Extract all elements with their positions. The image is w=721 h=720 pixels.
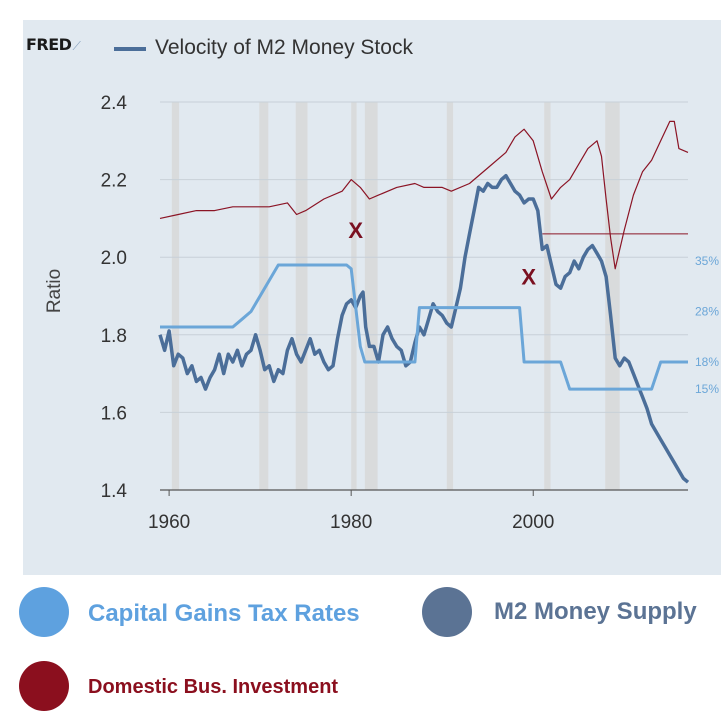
chart-title: Velocity of M2 Money Stock [155,36,413,59]
y-tick-label: 1.6 [101,403,127,424]
recession-bands [171,102,620,490]
title-legend-swatch [114,47,146,51]
legend-label-investment: Domestic Bus. Investment [88,676,339,698]
annotation-x-mark: X [348,218,363,243]
legend-dot-m2 [422,587,472,637]
series-line-m2-money-supply [158,173,690,484]
recession-shade-7 [605,102,620,490]
tax-rate-label: 28% [695,305,719,319]
series-line-domestic-bus-investment [159,120,689,270]
legend-dot-capital-gains [19,587,69,637]
recession-shade-4 [364,102,378,490]
tax-rate-label: 18% [695,355,719,369]
y-tick-label: 1.4 [101,481,128,502]
recession-shade-5 [446,102,454,490]
recession-shade-0 [171,102,180,490]
legend-label-capital-gains: Capital Gains Tax Rates [88,600,360,627]
tax-rate-label: 35% [695,254,719,268]
fred-logo: FRED⟋ [26,35,81,54]
x-tick-label: 1960 [148,512,190,533]
legend-label-m2: M2 Money Supply [494,598,697,625]
y-tick-label: 2.2 [101,171,127,192]
y-tick-label: 2.4 [101,93,128,114]
tax-rate-label: 15% [695,382,719,396]
y-tick-labels: 1.4 1.6 1.8 2.0 2.2 2.4 [101,93,128,502]
annotation-x-mark: X [521,264,536,289]
y-axis-label: Ratio [44,269,65,313]
tax-rate-labels: 35% 28% 18% 15% [695,254,719,396]
y-tick-label: 1.8 [101,326,127,347]
annotations: XX [348,218,536,290]
x-tick-label: 1980 [330,512,372,533]
recession-shade-2 [295,102,308,490]
recession-shade-6 [544,102,551,490]
x-tick-label: 2000 [512,512,554,533]
x-tick-labels: 1960 1980 2000 [148,490,554,533]
legend-dot-investment [19,661,69,711]
recession-shade-1 [259,102,269,490]
series-lines [158,120,690,484]
series-line-capital-gains-tax-rates [160,263,688,391]
y-tick-label: 2.0 [101,248,127,269]
